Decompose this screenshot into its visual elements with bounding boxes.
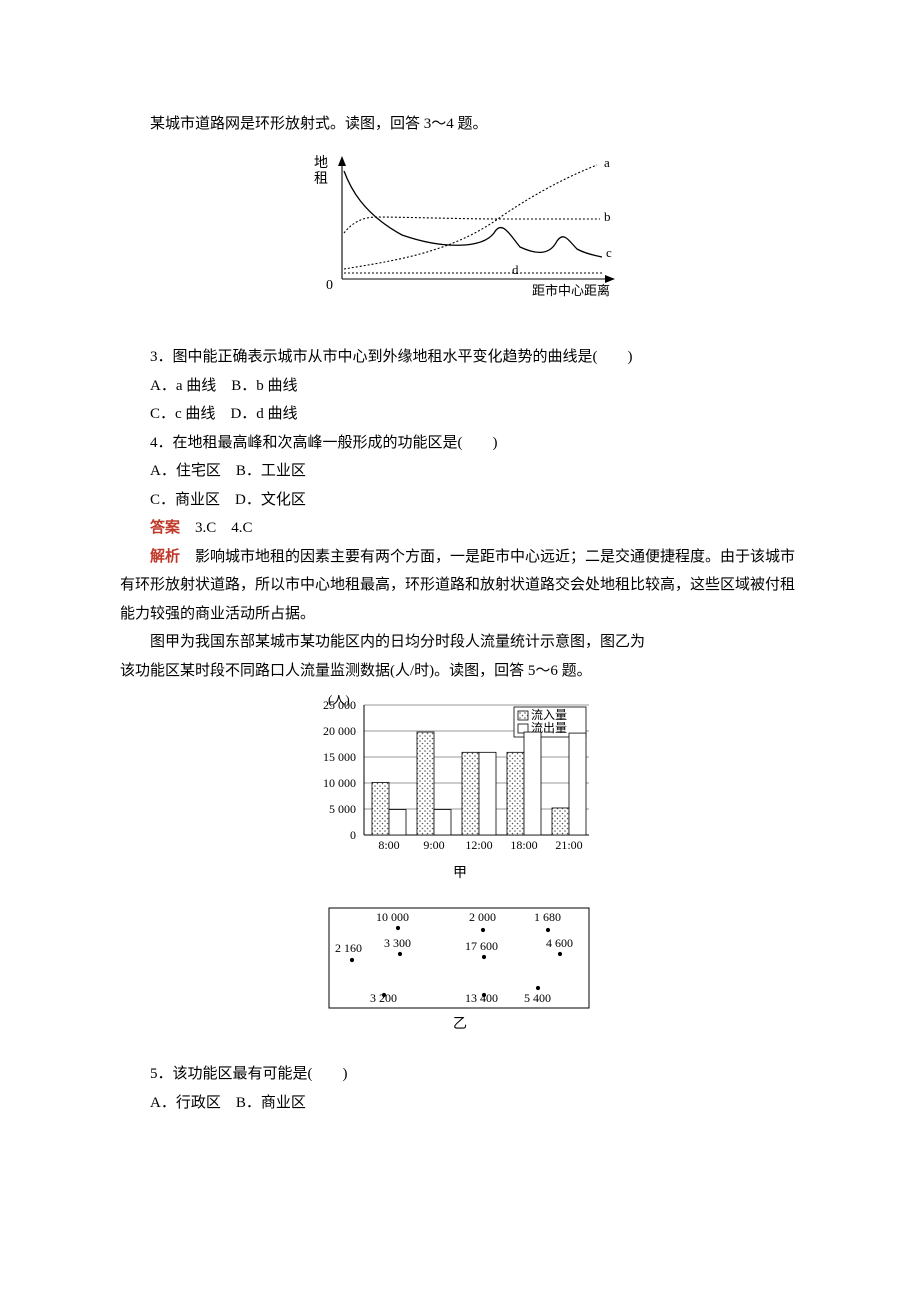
q3-row2: C．c 曲线 D．d 曲线: [120, 400, 800, 429]
x-tick-label: 9:00: [423, 838, 444, 852]
x-tick-label: 8:00: [378, 838, 399, 852]
scatter-point: [558, 951, 562, 955]
y-tick-0: 0: [350, 828, 356, 842]
page: 某城市道路网是环形放射式。读图，回答 3～4 题。 地 租 0 距市中心距离 a: [0, 0, 920, 1302]
scatter-label: 3 200: [370, 991, 397, 1005]
bar-out: [389, 810, 406, 835]
rent-curve-svg: 地 租 0 距市中心距离 a b c d: [290, 149, 630, 319]
curve-c-label: c: [606, 245, 612, 260]
q4-opt-a: A．住宅区: [150, 463, 221, 479]
scatter-point: [482, 954, 486, 958]
curve-a: [344, 165, 597, 269]
legend-in: 流入量: [531, 708, 567, 722]
curve-d-label: d: [512, 262, 519, 277]
answer-label: 答案: [150, 520, 180, 536]
intro-q3-4: 某城市道路网是环形放射式。读图，回答 3～4 题。: [120, 110, 800, 139]
curve-c: [344, 171, 602, 257]
q4-text: 4．在地租最高峰和次高峰一般形成的功能区是( ): [120, 429, 800, 458]
q4-row2: C．商业区 D．文化区: [120, 486, 800, 515]
y-tick-1: 5 000: [329, 802, 356, 816]
scatter-label: 5 400: [524, 991, 551, 1005]
q5-row1: A．行政区 B．商业区: [120, 1089, 800, 1118]
x-tick-label: 18:00: [510, 838, 537, 852]
curve-b: [344, 217, 600, 233]
scatter-point: [398, 951, 402, 955]
y-axis-label: 地: [314, 155, 328, 171]
scatter-label: 2 160: [335, 941, 362, 955]
chart3-caption: 乙: [453, 1016, 467, 1032]
answer-34: 答案 3.C 4.C: [120, 514, 800, 543]
scatter-point: [350, 957, 354, 961]
scatter-label: 4 600: [546, 936, 573, 950]
q3-opt-a: A．a 曲线: [150, 378, 216, 394]
q4-row1: A．住宅区 B．工业区: [120, 457, 800, 486]
chart2-caption: 甲: [453, 866, 467, 881]
bar-in: [507, 752, 524, 835]
scatter-point: [546, 927, 550, 931]
bar-out: [524, 732, 541, 835]
y-tick-2: 10 000: [323, 776, 356, 790]
intro-q5-6-b: 该功能区某时段不同路口人流量监测数据(人/时)。读图，回答 5～6 题。: [120, 657, 800, 686]
bar-out: [569, 733, 586, 835]
q3-opt-d: D．d 曲线: [230, 406, 297, 422]
scatter-label: 13 400: [465, 991, 498, 1005]
rent-curve-chart: 地 租 0 距市中心距离 a b c d: [120, 149, 800, 330]
x-tick-label: 12:00: [465, 838, 492, 852]
bar-in: [372, 782, 389, 835]
bar-in: [552, 808, 569, 835]
scatter-label: 3 300: [384, 936, 411, 950]
y-tick-3: 15 000: [323, 750, 356, 764]
scatter-label: 17 600: [465, 939, 498, 953]
q5-opt-b: B．商业区: [236, 1095, 306, 1111]
q4-opt-d: D．文化区: [235, 492, 306, 508]
explain-label: 解析: [150, 549, 180, 565]
q3-text: 3．图中能正确表示城市从市中心到外缘地租水平变化趋势的曲线是( ): [120, 343, 800, 372]
origin-label: 0: [326, 278, 333, 293]
scatter-label: 10 000: [376, 910, 409, 924]
scatter-svg: 10 000 2 000 1 680 2 160 3 300 17 600 4 600 3 2…: [315, 906, 605, 1036]
scatter-point: [536, 985, 540, 989]
scatter-label: 2 000: [469, 910, 496, 924]
q3-opt-c: C．c 曲线: [150, 406, 215, 422]
curve-a-label: a: [604, 155, 610, 170]
bar-y-label: (人): [328, 695, 350, 707]
x-axis-label: 距市中心距离: [532, 283, 610, 298]
bars-group: [372, 732, 586, 835]
scatter-point: [396, 925, 400, 929]
intersection-scatter: 10 000 2 000 1 680 2 160 3 300 17 600 4 600 3 2…: [120, 906, 800, 1047]
flow-bar-svg: 0 5 000 10 000 15 000 20 000 25 000 (人): [300, 695, 620, 885]
q4-opt-c: C．商业区: [150, 492, 220, 508]
answer-34-text: 3.C 4.C: [180, 520, 253, 536]
bar-in: [417, 732, 434, 835]
q5-opt-a: A．行政区: [150, 1095, 221, 1111]
curve-b-label: b: [604, 209, 611, 224]
x-ticks: 8:00 9:00 12:00 18:00 21:00: [378, 838, 582, 852]
q3-opt-b: B．b 曲线: [231, 378, 297, 394]
bar-out: [479, 752, 496, 835]
bar-out: [434, 810, 451, 835]
explain-34: 解析 影响城市地租的因素主要有两个方面，一是距市中心远近；二是交通便捷程度。由于…: [120, 543, 800, 629]
explain-34-text: 影响城市地租的因素主要有两个方面，一是距市中心远近；二是交通便捷程度。由于该城市…: [120, 549, 795, 622]
y-tick-4: 20 000: [323, 724, 356, 738]
q4-opt-b: B．工业区: [236, 463, 306, 479]
y-axis-label-2: 租: [314, 171, 328, 187]
x-tick-label: 21:00: [555, 838, 582, 852]
flow-bar-chart: 0 5 000 10 000 15 000 20 000 25 000 (人): [120, 695, 800, 896]
scatter-point: [481, 927, 485, 931]
intro-q5-6-a: 图甲为我国东部某城市某功能区内的日均分时段人流量统计示意图，图乙为: [120, 628, 800, 657]
q3-row1: A．a 曲线 B．b 曲线: [120, 372, 800, 401]
q5-text: 5．该功能区最有可能是( ): [120, 1060, 800, 1089]
bar-in: [462, 752, 479, 835]
scatter-label: 1 680: [534, 910, 561, 924]
